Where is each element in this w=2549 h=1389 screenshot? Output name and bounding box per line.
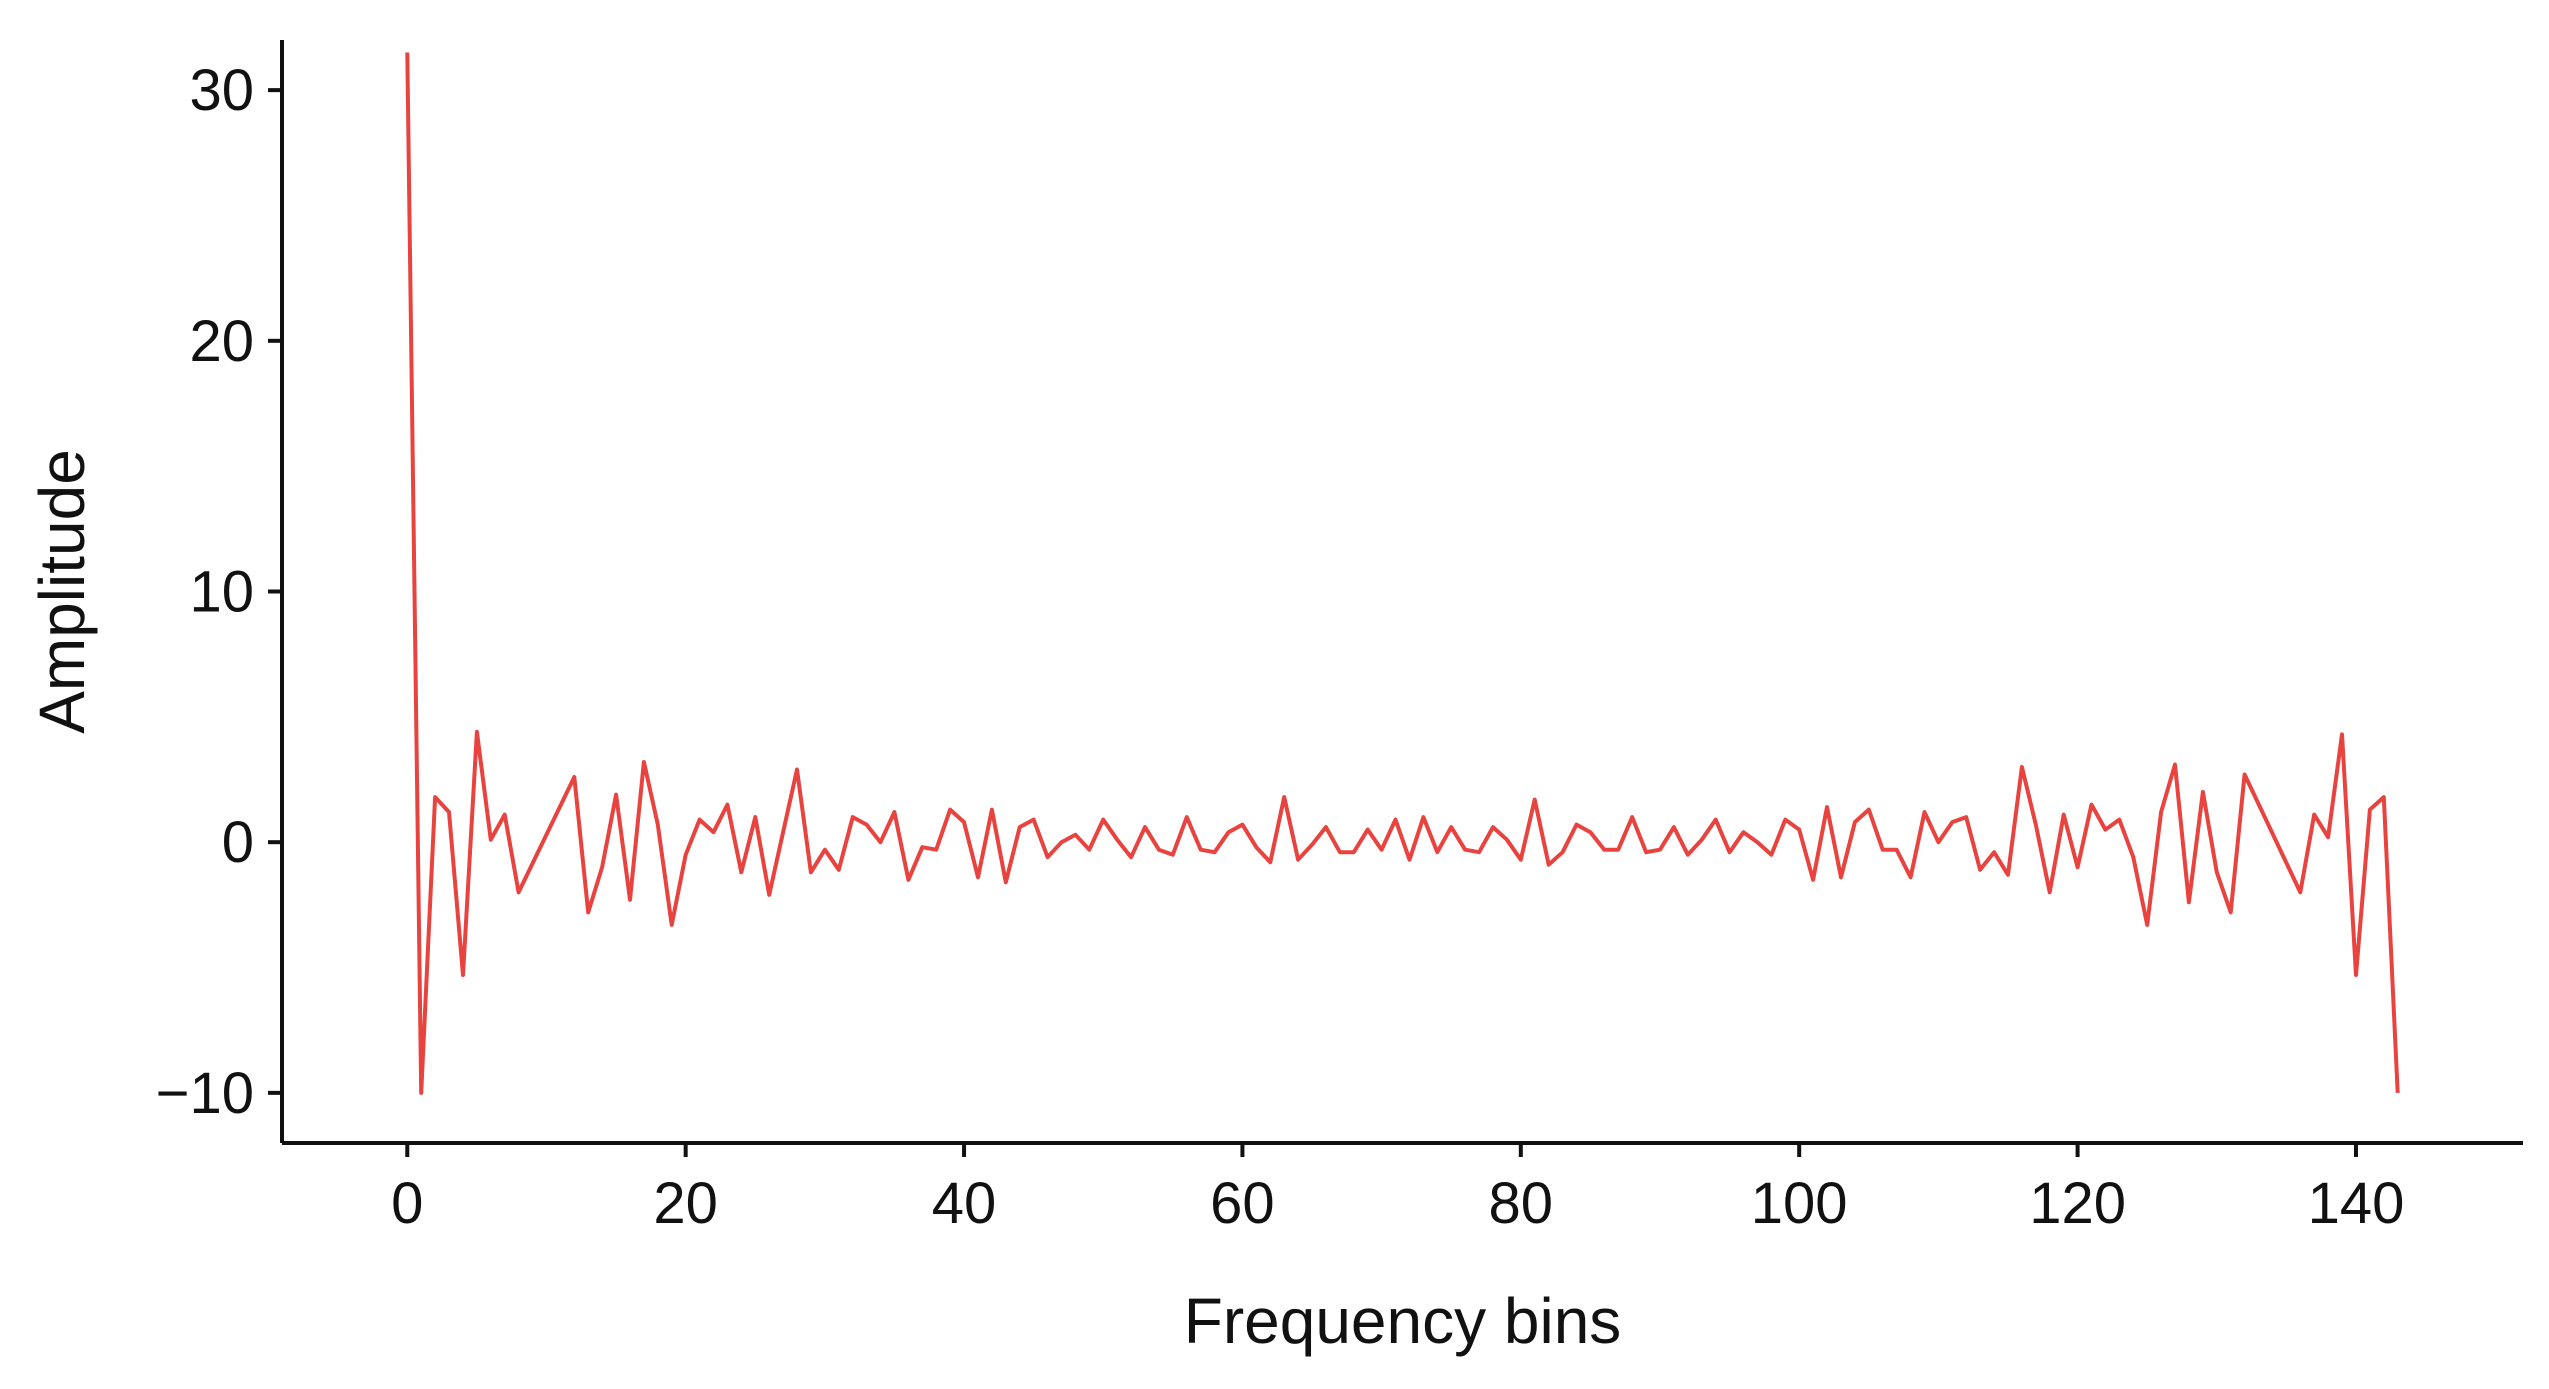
y-tick-label: 10 xyxy=(189,560,254,625)
series-layer xyxy=(405,52,2400,1095)
x-tick-label: 140 xyxy=(2308,1171,2405,1236)
x-tick-label: 0 xyxy=(391,1171,423,1236)
y-ticks: −10 0 10 20 30 xyxy=(156,58,282,1126)
x-tick-label: 40 xyxy=(932,1171,997,1236)
series-line xyxy=(405,52,2400,1095)
y-axis-label: Amplitude xyxy=(26,449,98,734)
x-tick-label: 60 xyxy=(1210,1171,1275,1236)
y-tick-label: 20 xyxy=(189,309,254,374)
x-tick-label: 20 xyxy=(653,1171,718,1236)
x-ticks: 0 20 40 60 80 100 120 140 xyxy=(391,1143,2404,1236)
y-tick-label: −10 xyxy=(156,1061,254,1126)
x-tick-label: 120 xyxy=(2029,1171,2126,1236)
x-tick-label: 80 xyxy=(1489,1171,1554,1236)
x-axis-label: Frequency bins xyxy=(1184,1285,1622,1357)
y-tick-label: 0 xyxy=(222,810,254,875)
x-tick-label: 100 xyxy=(1751,1171,1848,1236)
y-tick-label: 30 xyxy=(189,58,254,123)
